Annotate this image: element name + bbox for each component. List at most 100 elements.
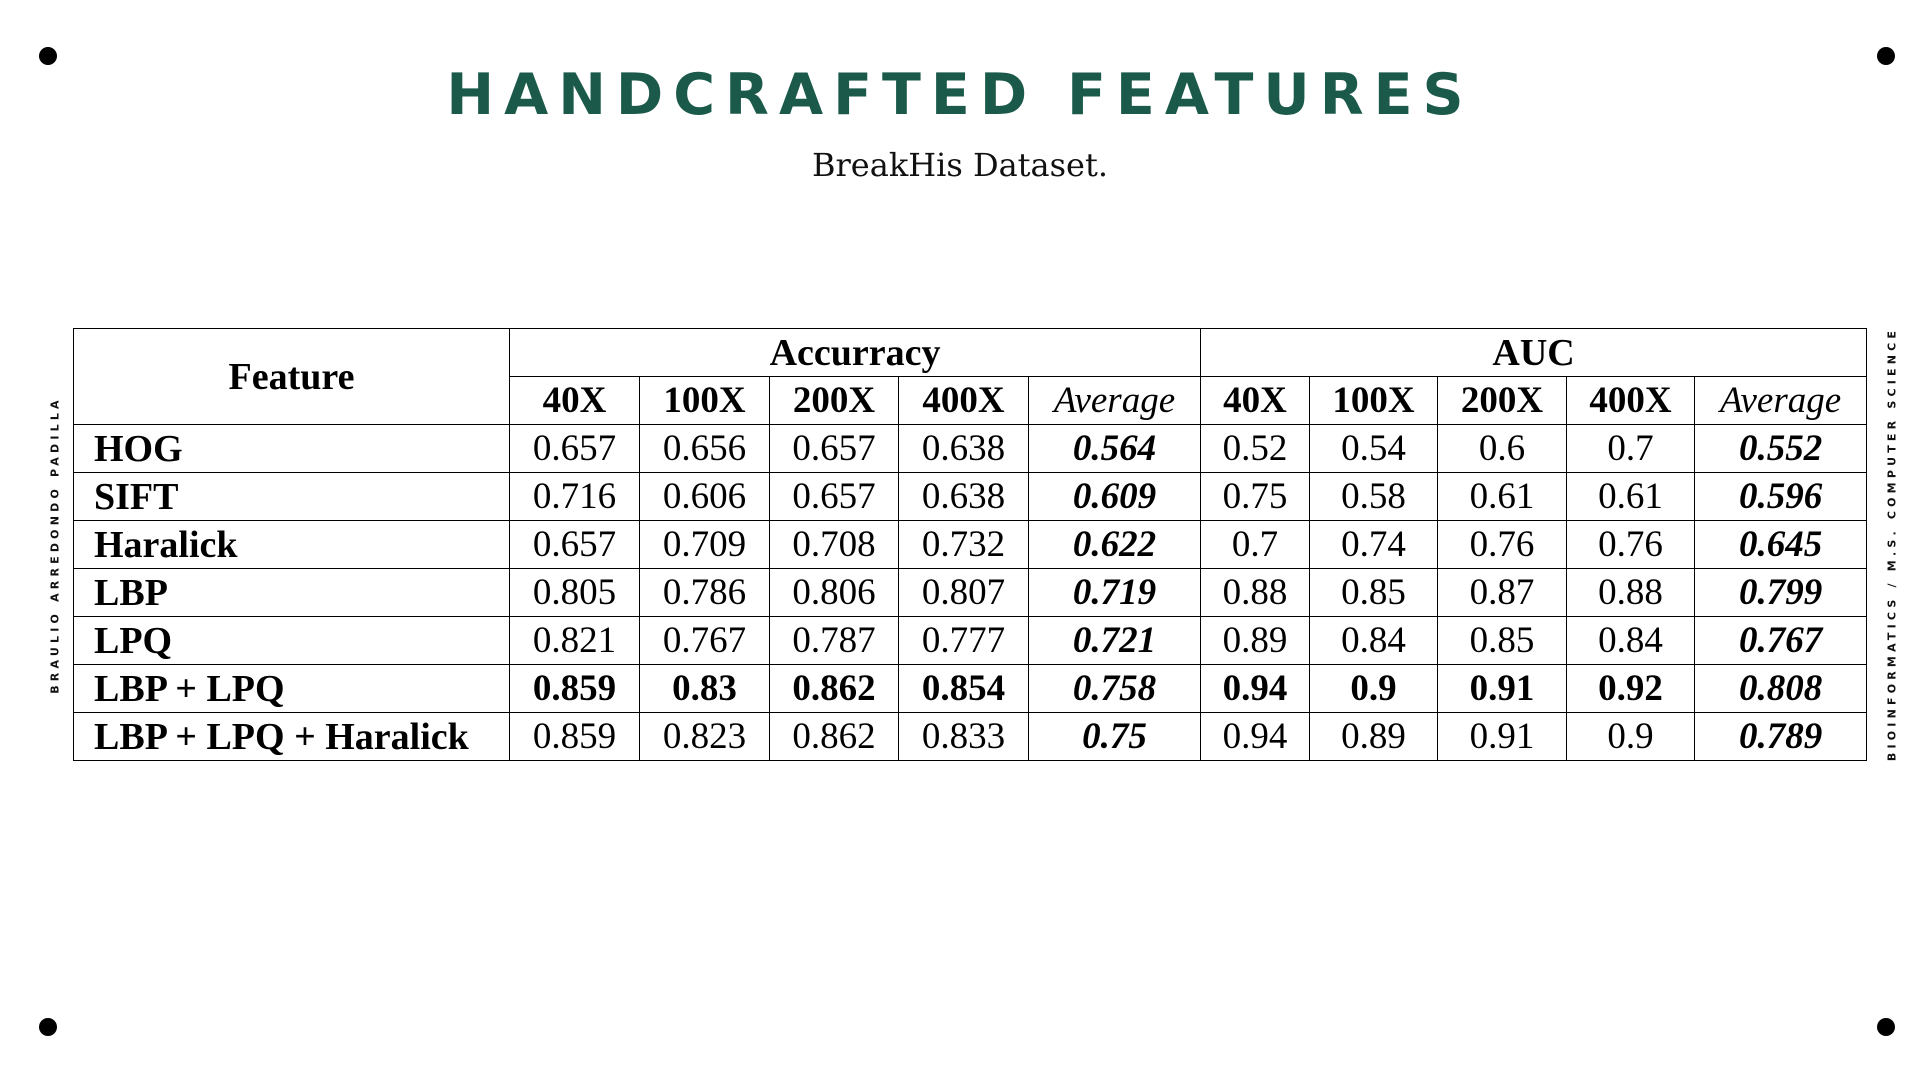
accuracy-value-cell: 0.806 — [769, 568, 899, 617]
auc-average-header: Average — [1694, 376, 1868, 425]
table-row: LBP 0.805 0.786 0.806 0.807 0.719 0.88 0.85 0.87… — [73, 568, 1868, 617]
slide-title: HANDCRAFTED FEATURES — [446, 62, 1474, 128]
auc-value-cell: 0.91 — [1437, 664, 1568, 713]
accuracy-value-cell: 0.777 — [898, 616, 1029, 665]
slide-subtitle: BreakHis Dataset. — [811, 146, 1108, 184]
results-table: Feature Accurracy AUC 40X 100X 200X 400X… — [73, 328, 1868, 761]
program-side-label: BIOINFORMATICS / M.S. COMPUTER SCIENCE — [1885, 326, 1899, 762]
accuracy-40x-header: 40X — [509, 376, 640, 425]
accuracy-value-cell: 0.786 — [639, 568, 770, 617]
accuracy-value-cell: 0.708 — [769, 520, 899, 569]
auc-value-cell: 0.84 — [1309, 616, 1439, 665]
feature-name-cell: LBP + LPQ — [73, 664, 510, 713]
auc-value-cell: 0.7 — [1200, 520, 1311, 569]
accuracy-average-cell: 0.622 — [1027, 520, 1202, 569]
accuracy-value-cell: 0.732 — [898, 520, 1029, 569]
table-subheader-row: 40X 100X 200X 400X Average 40X 100X 200X… — [74, 376, 1868, 425]
accuracy-value-cell: 0.657 — [769, 472, 899, 521]
accuracy-value-cell: 0.821 — [509, 616, 640, 665]
auc-value-cell: 0.88 — [1566, 568, 1696, 617]
accuracy-value-cell: 0.823 — [639, 712, 770, 761]
accuracy-value-cell: 0.83 — [639, 664, 770, 713]
accuracy-value-cell: 0.862 — [769, 664, 899, 713]
auc-400x-header: 400X — [1566, 376, 1696, 425]
accuracy-average-cell: 0.758 — [1027, 664, 1202, 713]
feature-name-cell: Haralick — [73, 520, 510, 569]
accuracy-value-cell: 0.787 — [769, 616, 899, 665]
auc-average-cell: 0.596 — [1694, 472, 1868, 521]
accuracy-value-cell: 0.862 — [769, 712, 899, 761]
auc-value-cell: 0.7 — [1566, 424, 1696, 473]
corner-dot-bottom-right — [1877, 1018, 1895, 1036]
auc-value-cell: 0.6 — [1437, 424, 1568, 473]
auc-value-cell: 0.85 — [1309, 568, 1439, 617]
accuracy-value-cell: 0.854 — [898, 664, 1029, 713]
accuracy-value-cell: 0.767 — [639, 616, 770, 665]
accuracy-value-cell: 0.638 — [898, 424, 1029, 473]
accuracy-value-cell: 0.657 — [509, 520, 640, 569]
auc-value-cell: 0.94 — [1200, 712, 1311, 761]
feature-name-cell: HOG — [73, 424, 510, 473]
accuracy-200x-header: 200X — [769, 376, 899, 425]
accuracy-average-cell: 0.721 — [1027, 616, 1202, 665]
table-group-header-row: Feature Accurracy AUC — [73, 328, 1868, 425]
accuracy-value-cell: 0.656 — [639, 424, 770, 473]
auc-100x-header: 100X — [1309, 376, 1439, 425]
accuracy-value-cell: 0.807 — [898, 568, 1029, 617]
auc-average-cell: 0.767 — [1694, 616, 1868, 665]
corner-dot-bottom-left — [39, 1018, 57, 1036]
accuracy-value-cell: 0.805 — [509, 568, 640, 617]
table-body: HOG 0.657 0.656 0.657 0.638 0.564 0.52 0.54 0.6 0… — [73, 424, 1868, 761]
author-side-label: BRAULIO ARREDONDO PADILLA — [48, 396, 62, 694]
accuracy-100x-header: 100X — [639, 376, 770, 425]
auc-average-cell: 0.645 — [1694, 520, 1868, 569]
feature-name-cell: SIFT — [73, 472, 510, 521]
auc-value-cell: 0.89 — [1200, 616, 1311, 665]
auc-value-cell: 0.92 — [1566, 664, 1696, 713]
auc-value-cell: 0.88 — [1200, 568, 1311, 617]
accuracy-400x-header: 400X — [898, 376, 1029, 425]
table-row: SIFT 0.716 0.606 0.657 0.638 0.609 0.75 0.58 0.6… — [73, 472, 1868, 521]
auc-value-cell: 0.85 — [1437, 616, 1568, 665]
auc-value-cell: 0.94 — [1200, 664, 1311, 713]
accuracy-value-cell: 0.657 — [509, 424, 640, 473]
auc-value-cell: 0.89 — [1309, 712, 1439, 761]
feature-name-cell: LBP — [73, 568, 510, 617]
table-row: LBP + LPQ 0.859 0.83 0.862 0.854 0.758 0.94 0.9… — [73, 664, 1868, 713]
accuracy-average-cell: 0.719 — [1027, 568, 1202, 617]
auc-value-cell: 0.76 — [1566, 520, 1696, 569]
auc-value-cell: 0.52 — [1200, 424, 1311, 473]
auc-value-cell: 0.84 — [1566, 616, 1696, 665]
accuracy-value-cell: 0.716 — [509, 472, 640, 521]
auc-value-cell: 0.58 — [1309, 472, 1439, 521]
accuracy-value-cell: 0.606 — [639, 472, 770, 521]
feature-name-cell: LBP + LPQ + Haralick — [73, 712, 510, 761]
auc-value-cell: 0.91 — [1437, 712, 1568, 761]
accuracy-value-cell: 0.859 — [509, 712, 640, 761]
auc-value-cell: 0.9 — [1309, 664, 1439, 713]
accuracy-value-cell: 0.859 — [509, 664, 640, 713]
auc-200x-header: 200X — [1437, 376, 1568, 425]
auc-group-header: AUC — [1200, 328, 1868, 377]
auc-value-cell: 0.75 — [1200, 472, 1311, 521]
auc-average-cell: 0.789 — [1694, 712, 1868, 761]
auc-average-cell: 0.808 — [1694, 664, 1868, 713]
auc-40x-header: 40X — [1200, 376, 1311, 425]
auc-average-cell: 0.799 — [1694, 568, 1868, 617]
auc-value-cell: 0.61 — [1566, 472, 1696, 521]
accuracy-average-cell: 0.564 — [1027, 424, 1202, 473]
accuracy-value-cell: 0.833 — [898, 712, 1029, 761]
auc-value-cell: 0.9 — [1566, 712, 1696, 761]
auc-value-cell: 0.76 — [1437, 520, 1568, 569]
auc-value-cell: 0.74 — [1309, 520, 1439, 569]
accuracy-average-cell: 0.609 — [1027, 472, 1202, 521]
corner-dot-top-left — [39, 47, 57, 65]
accuracy-value-cell: 0.657 — [769, 424, 899, 473]
corner-dot-top-right — [1877, 47, 1895, 65]
accuracy-average-cell: 0.75 — [1027, 712, 1202, 761]
auc-value-cell: 0.87 — [1437, 568, 1568, 617]
table-row: LBP + LPQ + Haralick 0.859 0.823 0.862 0.833… — [73, 712, 1868, 761]
accuracy-group-header: Accurracy — [508, 328, 1202, 377]
auc-value-cell: 0.61 — [1437, 472, 1568, 521]
